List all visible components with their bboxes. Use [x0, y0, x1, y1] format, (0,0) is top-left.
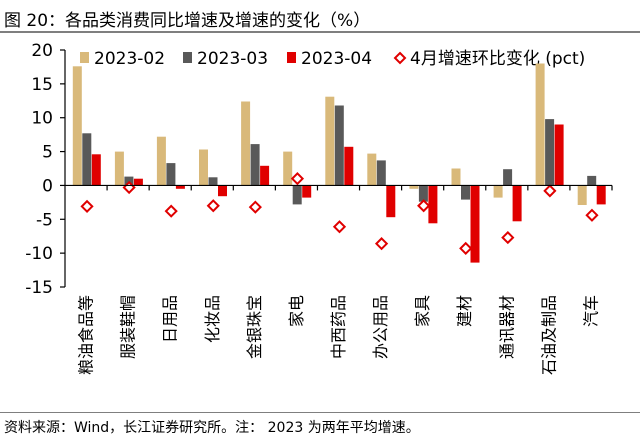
bar-2023-02-0 [72, 66, 82, 186]
bar-2023-02-12 [577, 185, 587, 205]
legend-label-2: 2023-04 [301, 49, 372, 69]
bar-2023-03-3 [208, 177, 218, 186]
x-tick-label-7: 办公用品 [371, 295, 390, 359]
y-tick-label-1: 15 [31, 75, 53, 95]
bar-2023-02-9 [451, 168, 461, 186]
bar-2023-02-6 [325, 96, 335, 186]
legend-label-0: 2023-02 [94, 49, 165, 69]
x-tick-label-3: 化妆品 [203, 295, 222, 343]
bar-2023-04-0 [91, 154, 101, 186]
bar-2023-04-11 [554, 124, 564, 186]
legend-swatch-3 [393, 51, 407, 65]
footer-divider [0, 412, 640, 413]
bar-2023-03-5 [292, 185, 302, 205]
bar-2023-03-2 [166, 163, 176, 186]
marker-point-10 [501, 230, 515, 245]
y-tick-label-3: 5 [42, 143, 53, 163]
bar-2023-02-7 [367, 153, 377, 186]
marker-point-2 [164, 204, 178, 218]
x-tick-label-4: 金银珠宝 [245, 295, 264, 359]
x-tick-label-0: 粮油食品等 [77, 295, 96, 375]
chart-labels: 20 15 10 5 0 -5 -10 -15 粮油食品等 服装鞋帽 日用品 化妆品 金银珠宝 家电 中西药… [25, 41, 600, 375]
x-tick-label-9: 建材 [455, 295, 474, 327]
bar-2023-04-8 [428, 185, 438, 224]
bar-2023-03-0 [82, 133, 92, 186]
x-tick-label-11: 石油及制品 [539, 295, 558, 375]
marker-point-5 [290, 172, 305, 186]
bar-2023-04-6 [344, 146, 354, 186]
marker-point-11 [543, 184, 557, 198]
y-tick-label-7: -15 [25, 278, 53, 298]
legend-swatch-2 [287, 52, 296, 63]
bar-2023-03-11 [545, 119, 555, 186]
bar-2023-02-5 [283, 151, 293, 186]
marker-point-9 [459, 241, 473, 256]
bar-2023-04-12 [596, 185, 606, 205]
chart-marks [72, 63, 606, 263]
x-tick-label-8: 家具 [413, 295, 432, 327]
bar-2023-03-4 [250, 144, 260, 186]
x-tick-label-1: 服装鞋帽 [119, 295, 138, 359]
bar-2023-03-8 [418, 185, 428, 202]
marker-point-4 [248, 200, 262, 214]
x-tick-label-6: 中西药品 [329, 295, 348, 359]
chart: 2023-02 2023-03 2023-04 4月增速环比变化 (pct) 20 15… [25, 41, 613, 375]
bar-2023-04-2 [175, 185, 185, 189]
marker-point-12 [585, 208, 599, 222]
y-tick-label-5: -5 [36, 210, 53, 230]
bar-2023-04-10 [512, 185, 522, 222]
x-tick-label-12: 汽车 [581, 295, 600, 327]
title-divider [0, 31, 640, 33]
x-tick-label-5: 家电 [287, 295, 306, 327]
marker-point-3 [206, 199, 220, 213]
bar-2023-02-8 [409, 185, 419, 189]
marker-point-8 [417, 199, 431, 213]
bar-2023-03-10 [503, 169, 513, 186]
bar-2023-04-5 [302, 185, 312, 198]
x-tick-label-10: 通讯器材 [497, 295, 516, 359]
bar-2023-03-6 [334, 105, 344, 186]
source-note: 资料来源：Wind，长江证券研究所。注： 2023 为两年平均增速。 [4, 420, 420, 436]
legend-label-1: 2023-03 [197, 49, 268, 69]
marker-point-6 [332, 220, 347, 234]
bar-2023-03-12 [587, 175, 597, 186]
bar-2023-04-4 [260, 165, 270, 186]
bar-2023-02-10 [493, 185, 503, 198]
bar-2023-02-11 [535, 63, 545, 186]
y-tick-label-0: 20 [31, 41, 53, 61]
bar-2023-04-3 [218, 185, 227, 197]
legend-swatch-0 [80, 52, 89, 63]
bar-2023-04-1 [133, 178, 143, 186]
bar-2023-03-7 [376, 160, 386, 186]
bar-2023-02-2 [156, 136, 166, 186]
chart-axes [60, 49, 613, 288]
y-tick-label-6: -10 [25, 244, 53, 264]
legend-swatch-1 [183, 52, 192, 63]
y-tick-label-4: 0 [42, 176, 53, 196]
bar-2023-04-7 [386, 185, 396, 218]
bar-2023-03-9 [461, 185, 470, 200]
marker-point-7 [374, 237, 389, 251]
marker-point-0 [80, 199, 94, 214]
bar-2023-02-4 [241, 101, 251, 186]
bar-2023-02-1 [114, 151, 124, 186]
y-tick-label-2: 10 [31, 109, 53, 129]
legend: 2023-02 2023-03 2023-04 4月增速环比变化 (pct) [80, 49, 585, 69]
bar-2023-04-9 [470, 185, 480, 263]
legend-label-3: 4月增速环比变化 (pct) [410, 49, 585, 69]
bar-2023-03-1 [124, 176, 134, 186]
bar-2023-02-3 [199, 149, 208, 186]
x-tick-label-2: 日用品 [161, 295, 180, 343]
figure-title: 图 20：各品类消费同比增速及增速的变化（%） [4, 11, 371, 31]
